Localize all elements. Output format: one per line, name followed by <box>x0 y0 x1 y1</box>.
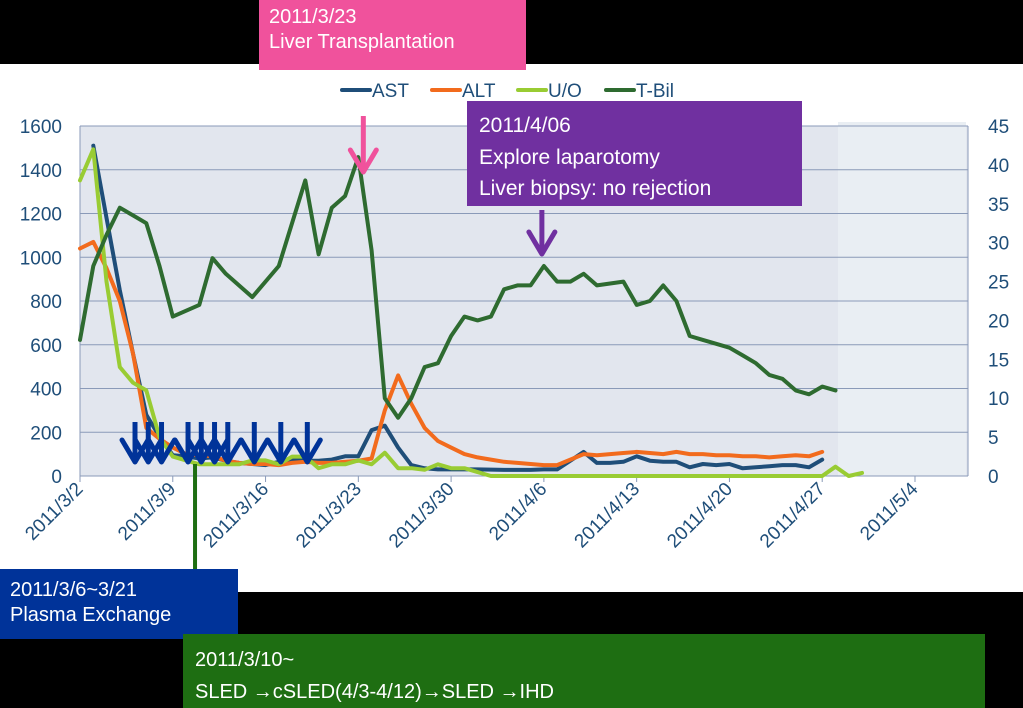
x-tick-label: 2011/3/30 <box>385 479 459 553</box>
y-right-tick-label: 0 <box>988 467 999 488</box>
plasma-exchange-callout-line-2: Plasma Exchange <box>10 604 172 626</box>
y-left-tick-label: 1600 <box>20 117 62 138</box>
y-left-tick-label: 200 <box>30 423 62 444</box>
y-right-tick-label: 25 <box>988 273 1009 294</box>
transplant-callout-line-1: 2011/3/23 <box>269 6 357 28</box>
series-line-t-bil <box>78 155 838 420</box>
y-left-tick-label: 0 <box>51 467 62 488</box>
plasma-exchange-arrow <box>291 422 323 465</box>
y-right-tick-label: 10 <box>988 389 1009 410</box>
laparotomy-callout-line-2: Explore laparotomy <box>479 145 660 169</box>
plasma-exchange-arrow <box>146 422 178 465</box>
y-left-tick-label: 1000 <box>20 248 62 269</box>
series-line-u-o <box>78 147 864 478</box>
y-right-tick-label: 45 <box>988 117 1009 138</box>
x-tick-label: 2011/3/23 <box>292 479 366 553</box>
plasma-exchange-callout-line-1: 2011/3/6~3/21 <box>10 579 137 601</box>
x-tick-label: 2011/4/6 <box>485 479 551 545</box>
laparotomy-callout: 2011/4/06 Explore laparotomy Liver biops… <box>467 101 802 206</box>
plasma-exchange-callout: 2011/3/6~3/21 Plasma Exchange <box>0 569 238 639</box>
x-tick-label: 2011/3/16 <box>199 479 273 553</box>
y-left-tick-label: 1400 <box>20 161 62 182</box>
y-left-tick-label: 400 <box>30 380 62 401</box>
legend-label: AST <box>372 81 409 102</box>
overlay-panel <box>838 122 966 476</box>
legend-entry: ALT <box>430 81 496 102</box>
y-right-tick-label: 35 <box>988 195 1009 216</box>
plasma-exchange-arrow <box>238 422 270 465</box>
x-tick-label: 2011/4/13 <box>571 479 645 553</box>
y-right-tick-label: 20 <box>988 311 1009 332</box>
y-left-tick-label: 1200 <box>20 205 62 226</box>
x-tick-label: 2011/3/9 <box>114 479 180 545</box>
x-tick-label: 2011/5/4 <box>856 478 922 544</box>
y-right-tick-label: 40 <box>988 156 1009 177</box>
x-tick-label: 2011/4/20 <box>663 479 737 553</box>
y-right-tick-label: 15 <box>988 350 1009 371</box>
legend-entry: T-Bil <box>604 81 674 102</box>
sled-callout-line-2: SLED →cSLED(4/3-4/12)→SLED →IHD <box>195 681 555 703</box>
y-right-tick-label: 30 <box>988 234 1009 255</box>
sled-callout-line-1: 2011/3/10~ <box>195 649 295 671</box>
y-left-tick-label: 800 <box>30 292 62 313</box>
transplant-arrow <box>347 116 379 175</box>
x-tick-label: 2011/3/2 <box>21 479 87 545</box>
legend-label: ALT <box>462 81 496 102</box>
y-right-tick-label: 5 <box>988 428 999 449</box>
sled-callout: 2011/3/10~ SLED →cSLED(4/3-4/12)→SLED →I… <box>183 634 985 708</box>
legend-entry: AST <box>340 81 409 102</box>
y-left-tick-label: 600 <box>30 336 62 357</box>
transplant-callout-line-2: Liver Transplantation <box>269 31 455 53</box>
laparotomy-callout-line-3: Liver biopsy: no rejection <box>479 177 712 200</box>
laparotomy-callout-line-1: 2011/4/06 <box>479 114 571 137</box>
legend-label: T-Bil <box>636 81 674 102</box>
plasma-exchange-arrow <box>265 422 297 465</box>
legend-entry: U/O <box>516 81 582 102</box>
x-tick-label: 2011/4/27 <box>756 479 830 553</box>
legend-label: U/O <box>548 81 582 102</box>
laparotomy-arrow <box>526 210 558 257</box>
transplant-callout: 2011/3/23 Liver Transplantation <box>259 0 526 70</box>
plasma-exchange-arrow <box>212 422 244 465</box>
